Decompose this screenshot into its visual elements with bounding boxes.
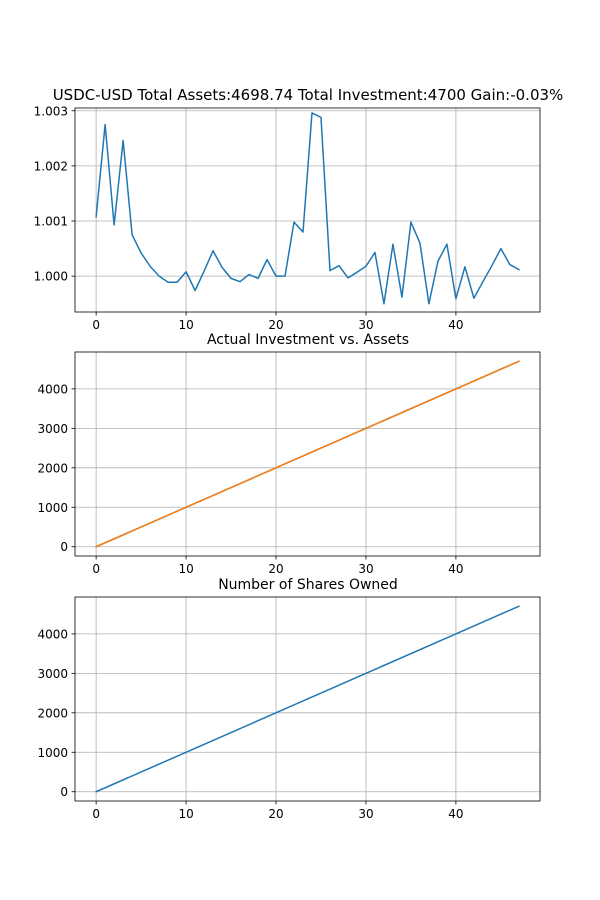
x-tick-label: 0 — [92, 807, 100, 821]
chart-2: 0 10 20 30 40 0 1000 2000 3000 4000 Actual Investm… — [37, 332, 541, 576]
y-tick-label: 1000 — [37, 501, 68, 515]
x-tick-label: 40 — [448, 562, 463, 576]
chart-title: Actual Investment vs. Assets — [207, 332, 409, 348]
x-tick-label: 30 — [358, 562, 373, 576]
x-tick-label: 20 — [268, 562, 283, 576]
series-line-1 — [95, 112, 520, 305]
y-tick-label: 1.002 — [34, 159, 68, 173]
x-tick-label: 40 — [448, 318, 463, 332]
chart-title: USDC-USD Total Assets:4698.74 Total Inve… — [53, 86, 564, 104]
y-tick-label: 1.003 — [34, 104, 68, 118]
y-tick-label: 0 — [60, 785, 68, 799]
x-tick-label: 10 — [178, 318, 193, 332]
x-tick-label: 20 — [268, 318, 283, 332]
y-tick-label: 4000 — [37, 382, 68, 396]
x-tick-label: 30 — [358, 807, 373, 821]
y-tick-label: 1.000 — [34, 270, 68, 284]
axes-frame — [74, 107, 541, 313]
series-line-1 — [95, 605, 520, 793]
axes-frame — [74, 596, 541, 802]
chart-3: 0 10 20 30 40 0 1000 2000 3000 4000 Number of Shar… — [37, 577, 541, 821]
y-tick-label: 3000 — [37, 667, 68, 681]
x-tick-label: 20 — [268, 807, 283, 821]
y-tick-label: 0 — [60, 540, 68, 554]
y-tick-label: 2000 — [37, 461, 68, 475]
x-tick-label: 10 — [178, 562, 193, 576]
x-tick-label: 30 — [358, 318, 373, 332]
chart-title: Number of Shares Owned — [218, 577, 398, 593]
y-tick-label: 4000 — [37, 627, 68, 641]
x-tick-label: 0 — [92, 318, 100, 332]
series-line-2 — [95, 360, 520, 548]
x-tick-label: 10 — [178, 807, 193, 821]
y-tick-label: 2000 — [37, 706, 68, 720]
y-tick-label: 1000 — [37, 746, 68, 760]
x-tick-label: 0 — [92, 562, 100, 576]
y-tick-label: 1.001 — [34, 215, 68, 229]
x-tick-label: 40 — [448, 807, 463, 821]
y-tick-label: 3000 — [37, 422, 68, 436]
axes-frame — [74, 351, 541, 557]
